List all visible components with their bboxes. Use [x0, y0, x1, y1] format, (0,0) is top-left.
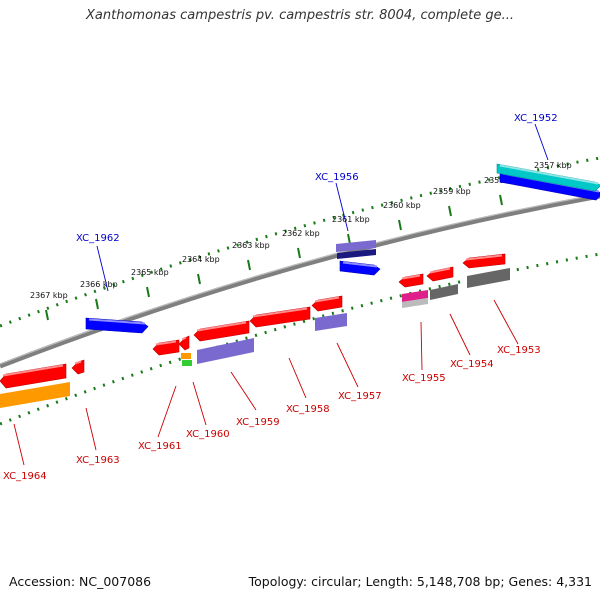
- gene-xc-1963[interactable]: [71, 359, 85, 375]
- gene-xc-1952-cog-shine: [499, 164, 599, 185]
- tick-mark: [347, 233, 351, 245]
- gene-xc-1959-cog: [197, 338, 254, 364]
- gene-label[interactable]: XC_1962: [76, 233, 120, 244]
- gene-label[interactable]: XC_1954: [450, 359, 494, 370]
- gene-label[interactable]: XC_1963: [76, 455, 120, 466]
- tick-mark: [95, 298, 99, 310]
- tick-label: 2365 kbp: [131, 268, 169, 277]
- gene-xc-1957-cog: [315, 313, 347, 331]
- gene-xc-1953-shine: [465, 254, 503, 261]
- gene-leader-line: [534, 123, 549, 161]
- gene-xc-1953-cog: [467, 268, 510, 288]
- gene-xc-1962-shine: [88, 318, 146, 325]
- gene-xc-1960-cog2: [182, 360, 192, 366]
- gene-label[interactable]: XC_1960: [186, 429, 230, 440]
- gene-xc-1956[interactable]: [339, 260, 381, 276]
- gene-label[interactable]: XC_1956: [315, 172, 359, 183]
- tick-label: 2367 kbp: [30, 291, 68, 300]
- gene-leader-line: [335, 182, 349, 232]
- gene-leader-line: [336, 342, 359, 388]
- tick-mark: [247, 259, 251, 271]
- tick-label: 2363 kbp: [232, 241, 270, 250]
- gene-label[interactable]: XC_1958: [286, 404, 330, 415]
- gene-leader-line: [420, 321, 423, 371]
- gene-leader-line: [493, 299, 519, 345]
- gene-leader-line: [192, 381, 207, 426]
- map-title: Xanthomonas campestris pv. campestris st…: [86, 8, 514, 23]
- gene-xc-1961-shine: [155, 340, 177, 346]
- accession-label: Accession: NC_007086: [9, 574, 152, 589]
- tick-mark: [197, 273, 201, 285]
- gene-leader-line: [288, 357, 307, 399]
- tick-label: 2361 kbp: [332, 215, 370, 224]
- genome-backbone: [0, 193, 600, 369]
- gene-xc-1960-shine: [181, 336, 187, 341]
- inner-tick-ring: [0, 252, 600, 426]
- gene-leader-line: [96, 245, 109, 292]
- gene-xc-1953[interactable]: [462, 253, 506, 269]
- tick-mark: [297, 247, 301, 259]
- tick-mark: [146, 286, 150, 298]
- gene-label[interactable]: XC_1957: [338, 391, 382, 402]
- tick-mark: [45, 309, 49, 321]
- tick-label: 2357 kbp: [534, 161, 572, 170]
- gene-leader-line: [449, 313, 471, 356]
- gene-label[interactable]: XC_1959: [236, 417, 280, 428]
- tick-label: 2360 kbp: [383, 201, 421, 210]
- gene-xc-1955-shine: [401, 274, 421, 280]
- gene-xc-1956-cog2: [337, 249, 376, 259]
- gene-label[interactable]: XC_1964: [3, 471, 47, 482]
- gene-label[interactable]: XC_1952: [514, 113, 558, 124]
- gene-xc-1954-shine: [429, 267, 451, 274]
- tick-label: 2362 kbp: [282, 229, 320, 238]
- gene-xc-1960[interactable]: [178, 335, 190, 351]
- tick-mark: [499, 194, 503, 206]
- gene-xc-1960-cog: [181, 353, 191, 359]
- gene-xc-1956-shine: [342, 261, 378, 268]
- gene-xc-1963-shine: [74, 360, 82, 365]
- tick-label: 2364 kbp: [182, 255, 220, 264]
- gene-xc-1954-cog: [430, 284, 458, 300]
- gene-xc-1957-shine: [314, 296, 340, 303]
- genome-backbone-highlight: [0, 193, 600, 365]
- gene-xc-1956-cog: [336, 240, 376, 252]
- gene-label[interactable]: XC_1953: [497, 345, 541, 356]
- gene-label[interactable]: XC_1961: [138, 441, 182, 452]
- gene-xc-1964-cog: [0, 382, 70, 408]
- tick-label: 2359 kbp: [433, 187, 471, 196]
- genome-info-label: Topology: circular; Length: 5,148,708 bp…: [248, 574, 592, 589]
- gene-xc-1958-shine: [252, 307, 308, 318]
- gene-label[interactable]: XC_1955: [402, 373, 446, 384]
- tick-mark: [398, 219, 402, 231]
- gene-xc-1964-shine: [2, 364, 64, 377]
- gene-xc-1959-shine: [196, 321, 247, 332]
- gene-leader-line: [85, 407, 97, 451]
- gene-xc-1958[interactable]: [249, 306, 311, 328]
- gene-xc-1955-cog2: [402, 298, 428, 308]
- gene-leader-line: [157, 385, 177, 438]
- gene-leader-line: [13, 423, 25, 466]
- tick-mark: [448, 205, 452, 217]
- gene-leader-line: [230, 371, 257, 411]
- tick-label: 2366 kbp: [80, 280, 118, 289]
